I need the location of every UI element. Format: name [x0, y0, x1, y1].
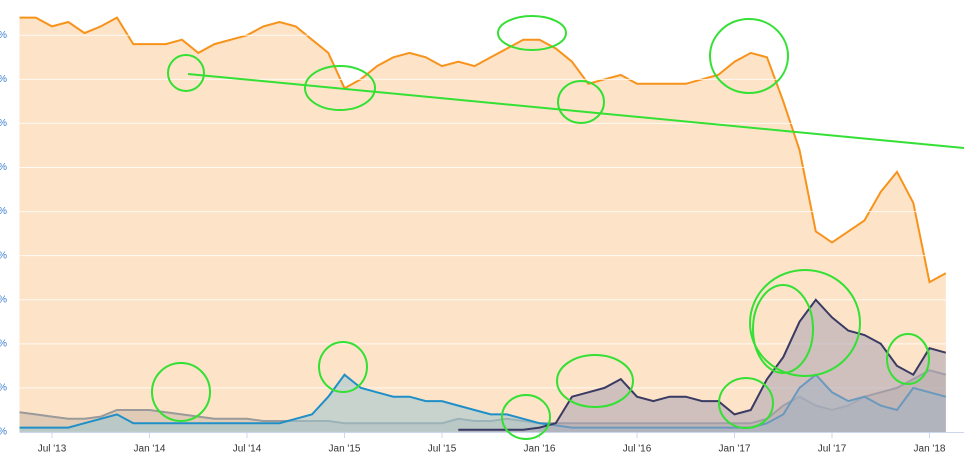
- circle-marker: [151, 362, 211, 422]
- y-tick-label: 70%: [0, 118, 7, 129]
- y-tick-label: 90%: [0, 30, 7, 41]
- x-tick-label: Jul '13: [38, 444, 67, 455]
- y-tick-label: 50%: [0, 206, 7, 217]
- series-area: [19, 17, 946, 432]
- circle-marker: [718, 377, 774, 429]
- circle-marker: [752, 284, 814, 374]
- circle-marker: [501, 394, 551, 440]
- x-tick-label: Jan '15: [329, 444, 361, 455]
- y-tick-label: 40%: [0, 250, 7, 261]
- y-tick-label: 10%: [0, 383, 7, 394]
- circle-marker: [304, 65, 376, 111]
- circle-marker: [886, 333, 930, 385]
- y-tick-label: 60%: [0, 162, 7, 173]
- x-tick-label: Jul '14: [233, 444, 262, 455]
- y-tick-label: 30%: [0, 294, 7, 305]
- annotations: [151, 15, 964, 440]
- series-area: [458, 299, 946, 432]
- x-tick-label: Jul '17: [818, 444, 847, 455]
- x-tick-label: Jan '17: [719, 444, 751, 455]
- trend-line: [187, 73, 964, 149]
- circle-marker: [167, 54, 205, 92]
- circle-marker: [709, 18, 789, 94]
- series-line: [19, 16, 947, 284]
- x-tick-label: Jul '16: [623, 444, 652, 455]
- x-tick-label: Jul '15: [428, 444, 457, 455]
- circle-marker: [556, 354, 634, 408]
- y-tick-label: 20%: [0, 338, 7, 349]
- series-line: [458, 298, 947, 431]
- y-tick-label: 0%: [0, 427, 7, 438]
- y-tick-label: 80%: [0, 74, 7, 85]
- circle-marker: [749, 269, 861, 377]
- circle-marker: [557, 80, 605, 124]
- x-tick-label: Jan '14: [134, 444, 166, 455]
- circle-marker: [318, 341, 368, 393]
- x-tick-label: Jan '18: [914, 444, 946, 455]
- circle-marker: [497, 15, 567, 51]
- x-tick-label: Jan '16: [524, 444, 556, 455]
